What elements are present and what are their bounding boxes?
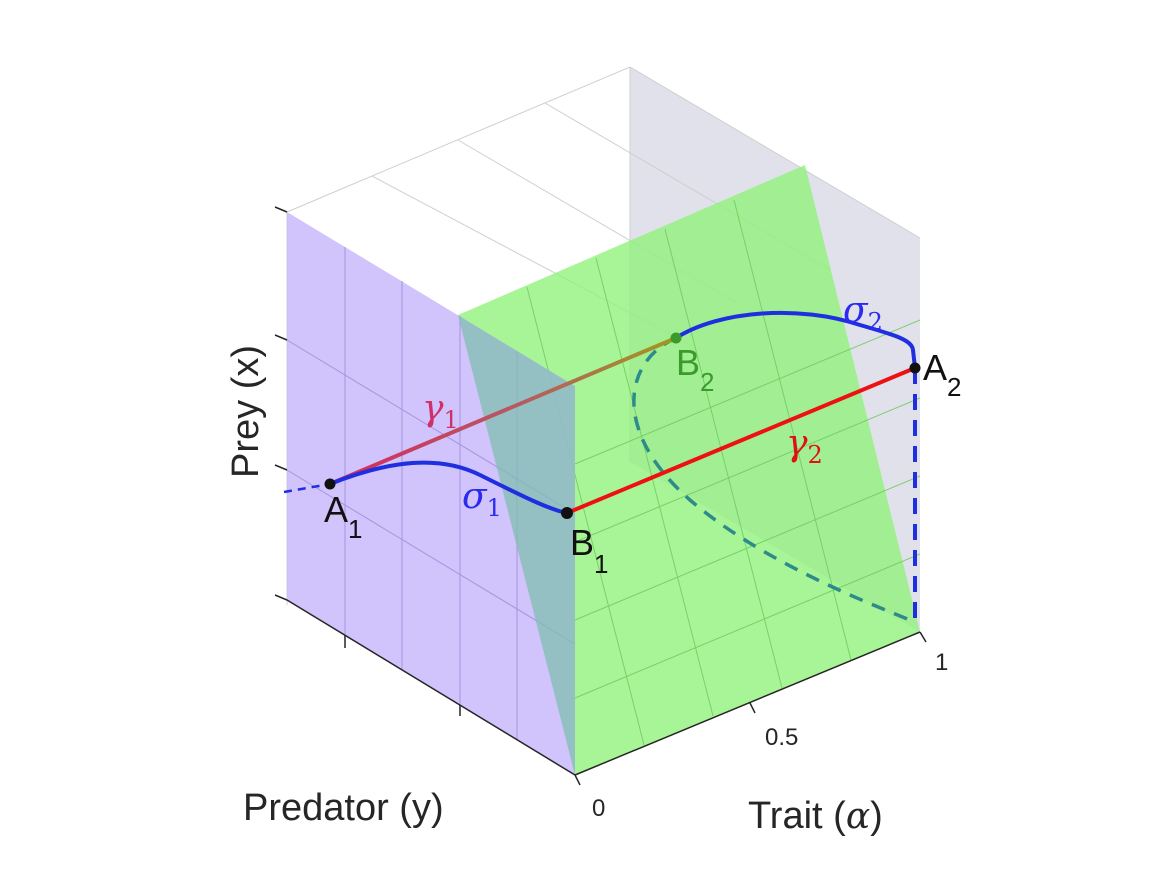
gamma1-line	[329, 336, 677, 486]
axis-ticks	[274, 206, 927, 786]
point-B2	[670, 332, 682, 344]
sigma1-curve	[329, 460, 568, 515]
label-A2: A2	[923, 347, 961, 402]
trait-tick-0: 0	[592, 795, 605, 822]
trait-tick-0.5: 0.5	[765, 724, 798, 751]
plane-overlap	[458, 315, 575, 775]
gamma2-line	[566, 366, 916, 515]
label-B2: B2	[676, 342, 714, 397]
label-B1: B1	[570, 522, 608, 579]
green-plane-grid	[526, 199, 921, 746]
trait-axis-line	[574, 631, 921, 776]
dashed-blue-left	[283, 482, 331, 494]
trait-tick-1: 1	[935, 649, 948, 676]
point-A2	[909, 362, 921, 374]
label-gamma2: γ2	[786, 423, 823, 469]
predator-axis-label: Predator (y)	[243, 787, 444, 829]
label-A1: A1	[324, 489, 362, 544]
point-B1	[561, 507, 573, 519]
green-plane	[458, 165, 920, 775]
predator-axis-line	[286, 599, 576, 776]
point-A1	[324, 478, 336, 490]
label-sigma1: σ1	[462, 476, 502, 522]
label-sigma2: σ2	[843, 290, 883, 336]
label-gamma1: γ1	[422, 388, 459, 434]
dashed-curve-teal	[632, 336, 916, 624]
prey-axis-label: Prey (x)	[225, 345, 267, 478]
trait-axis-label: Trait (α)	[748, 795, 883, 837]
sigma2-curve	[674, 310, 917, 369]
